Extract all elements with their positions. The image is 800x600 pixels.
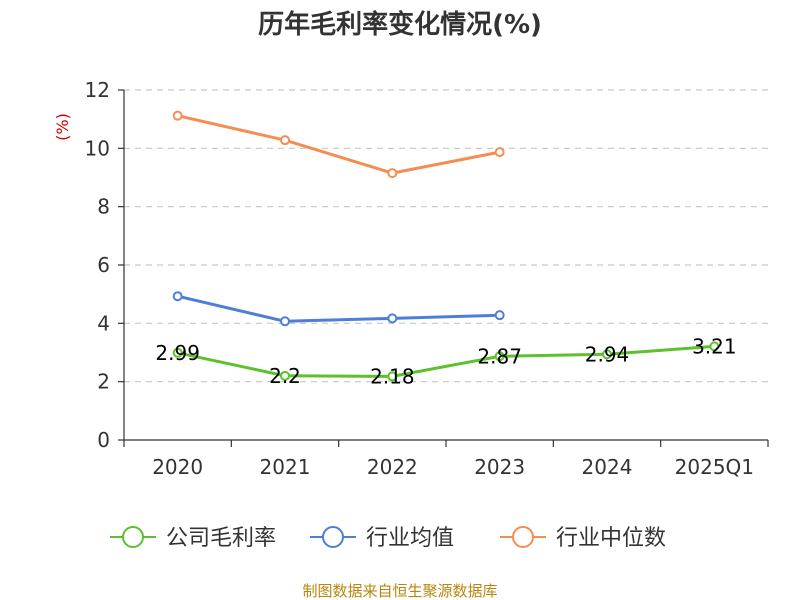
data-point	[172, 110, 183, 121]
legend-label: 行业均值	[366, 526, 454, 551]
y-tick-label: 0	[97, 428, 110, 452]
y-tick-label: 6	[97, 253, 110, 277]
legend-label: 公司毛利率	[166, 526, 276, 551]
series-line	[177, 114, 500, 175]
legend-marker	[122, 526, 144, 548]
data-point	[280, 135, 290, 146]
data-point	[280, 370, 290, 381]
data-point	[494, 147, 505, 158]
y-tick-label: 10	[85, 136, 110, 160]
data-point	[387, 168, 398, 179]
legend: 公司毛利率 行业均值 行业中位数	[110, 526, 666, 551]
gridlines	[124, 89, 768, 383]
x-tick-label: 2025Q1	[675, 455, 754, 479]
y-tick-label: 12	[85, 78, 110, 102]
data-point	[280, 316, 290, 327]
legend-item: 行业均值	[310, 526, 454, 551]
data-label: 3.21	[692, 334, 737, 358]
y-axis-label: (%)	[53, 113, 72, 141]
legend-item: 公司毛利率	[110, 526, 276, 551]
data-label: 2.2	[269, 364, 301, 388]
source-note: 制图数据来自恒生聚源数据库	[302, 582, 497, 600]
data-label: 2.94	[585, 342, 630, 366]
legend-label: 行业中位数	[556, 526, 666, 551]
data-point	[387, 313, 398, 324]
data-point	[494, 351, 505, 362]
data-point	[709, 341, 720, 352]
data-point	[172, 347, 183, 358]
legend-item: 行业中位数	[500, 526, 666, 551]
chart-title: 历年毛利率变化情况(%)	[258, 9, 542, 40]
x-tick-label: 2022	[367, 455, 418, 479]
y-tick-label: 2	[97, 370, 110, 394]
data-label: 2.99	[155, 341, 200, 365]
x-tick-labels: 2020 2021 2022 2023 2024 2025Q1	[152, 455, 754, 479]
data-label: 2.18	[370, 364, 415, 388]
x-tick-label: 2024	[582, 455, 633, 479]
data-label: 2.87	[477, 344, 522, 368]
data-labels: 2.99 2.2 2.18 2.87 2.94 3.21	[155, 334, 736, 388]
y-tick-label: 8	[97, 195, 110, 219]
legend-marker	[322, 526, 344, 548]
y-tick-labels: 0 2 4 6 8 10 12	[85, 78, 110, 452]
data-point	[387, 371, 398, 382]
series-line	[177, 344, 715, 378]
legend-marker	[512, 526, 534, 548]
series-lines	[172, 110, 720, 382]
data-point	[602, 349, 612, 360]
data-point	[494, 310, 505, 321]
data-point	[172, 291, 183, 302]
x-tick-label: 2021	[260, 455, 311, 479]
x-tick-label: 2020	[152, 455, 203, 479]
axes	[118, 89, 769, 447]
y-tick-label: 4	[97, 311, 110, 335]
series-line	[177, 294, 500, 323]
x-tick-label: 2023	[474, 455, 525, 479]
